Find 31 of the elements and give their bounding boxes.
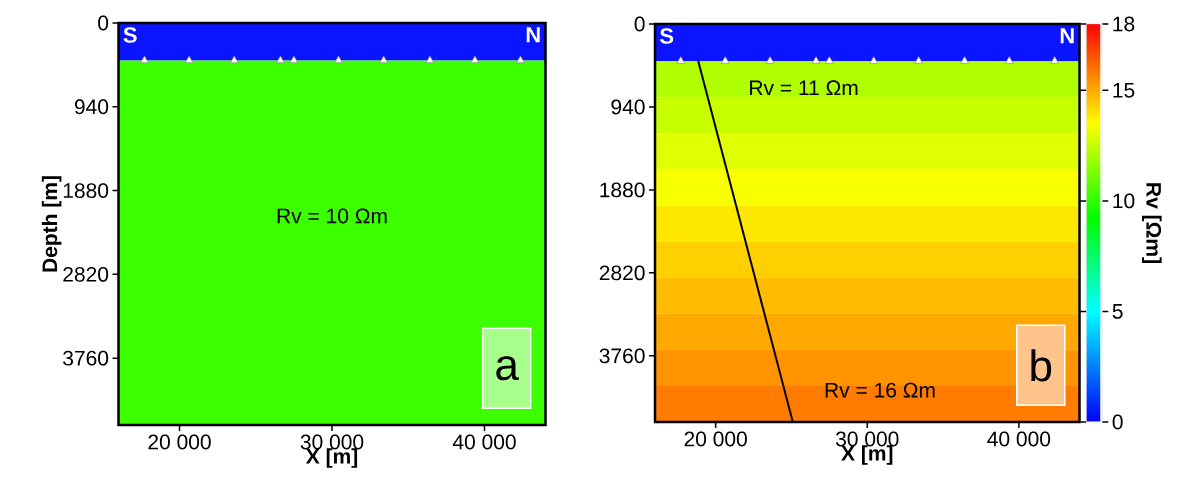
y-tick-label: 3760 (599, 348, 645, 364)
annotation: S (123, 27, 137, 43)
x-tick-label: 20 000 (684, 431, 747, 447)
y-tick-label: 1880 (600, 182, 645, 198)
y-tick-label: 0 (98, 15, 109, 31)
y-tick-label: 2820 (63, 266, 109, 282)
y-tick-label: 940 (74, 99, 109, 115)
y-tick-label: 2820 (599, 265, 645, 281)
color-bar-label: 0 (1112, 414, 1123, 430)
color-bar-title: Rv [Ωm] (1142, 183, 1162, 263)
annotation: N (526, 27, 540, 43)
x-tick-label: 40 000 (987, 431, 1051, 447)
x-tick-label: 20 000 (148, 434, 211, 450)
y-tick-label: 1880 (63, 183, 109, 199)
color-bar-label: 10 (1113, 193, 1135, 209)
annotation: Rv = 11 Ωm (750, 80, 858, 96)
annotation: b (1031, 349, 1052, 382)
y-tick-label: 0 (634, 16, 645, 32)
y-tick-label: 3760 (63, 350, 109, 366)
annotation: Rv = 10 Ωm (277, 208, 387, 224)
annotation: S (659, 28, 674, 44)
y-axis-title: Depth [m] (41, 176, 62, 272)
annotation: Rv = 16 Ωm (825, 382, 935, 398)
color-bar-label: 15 (1113, 83, 1135, 98)
y-tick-label: 940 (611, 99, 645, 115)
annotation: N (1060, 28, 1074, 44)
annotation: a (496, 356, 519, 381)
color-bar-label: 18 (1113, 16, 1135, 32)
x-axis-title: X [m] (841, 445, 893, 465)
color-bar-label: 5 (1112, 304, 1123, 319)
x-tick-label: 40 000 (452, 434, 516, 450)
